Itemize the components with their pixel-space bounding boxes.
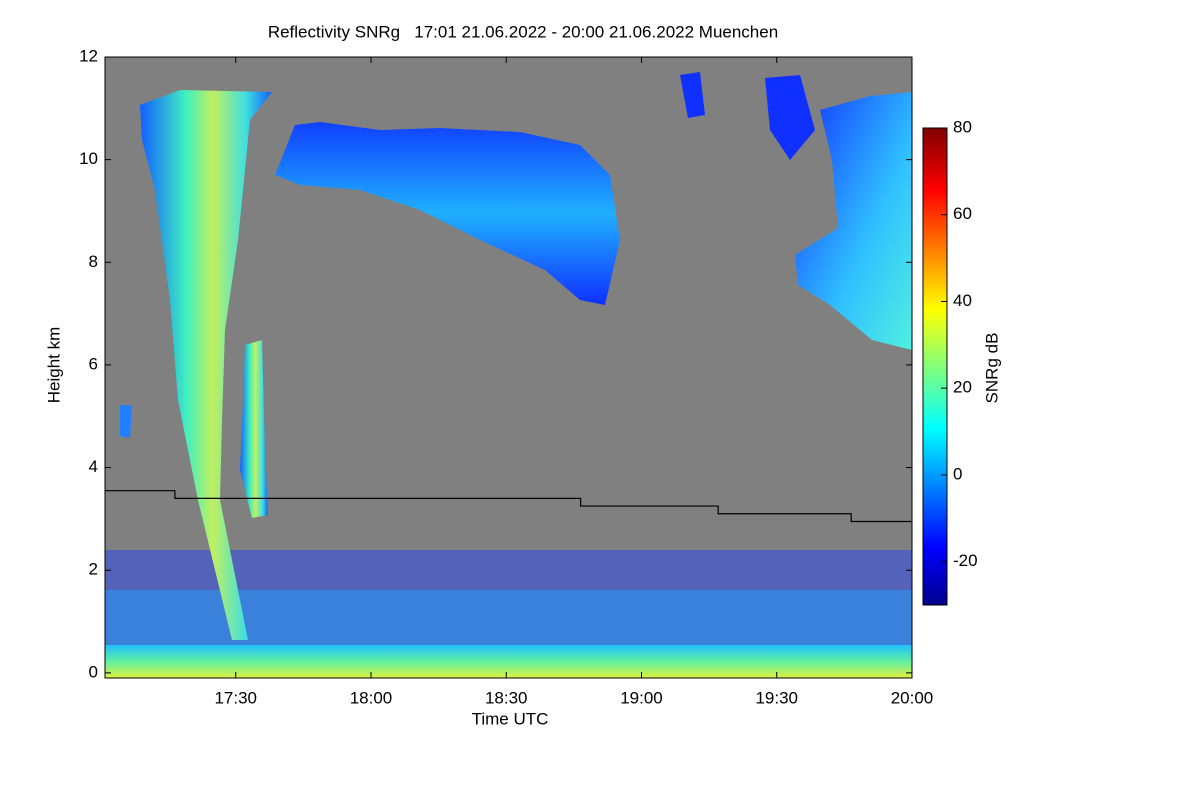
colorbar-tick-label: 40 (953, 291, 972, 310)
freezing-level-line (105, 490, 912, 523)
y-tick-label: 6 (89, 354, 98, 373)
echo-regions (105, 72, 912, 678)
x-tick-label: 18:00 (350, 688, 393, 707)
x-tick-label: 19:30 (755, 688, 798, 707)
x-tick-label: 19:00 (620, 688, 663, 707)
x-tick-label: 20:00 (891, 688, 934, 707)
colorbar-tick-label: -20 (953, 551, 978, 570)
y-tick-label: 10 (79, 149, 98, 168)
y-tick-label: 4 (89, 457, 98, 476)
y-tick-label: 8 (89, 252, 98, 271)
colorbar-tick-label: 80 (953, 117, 972, 136)
colorbar (922, 127, 948, 606)
colorbar-tick-label: 20 (953, 378, 972, 397)
chart-title: Reflectivity SNRg 17:01 21.06.2022 - 20:… (268, 22, 778, 41)
colorbar-tick-label: 60 (953, 204, 972, 223)
colorbar-tick-label: 0 (953, 464, 962, 483)
y-axis-label: Height km (44, 327, 63, 404)
plot-frame (104, 56, 913, 679)
y-tick-label: 0 (89, 662, 98, 681)
colorbar-label: SNRg dB (982, 333, 1001, 404)
x-tick-label: 18:30 (485, 688, 528, 707)
x-axis-label: Time UTC (472, 709, 549, 728)
y-tick-label: 12 (79, 46, 98, 65)
x-tick-label: 17:30 (214, 688, 257, 707)
y-tick-label: 2 (89, 560, 98, 579)
